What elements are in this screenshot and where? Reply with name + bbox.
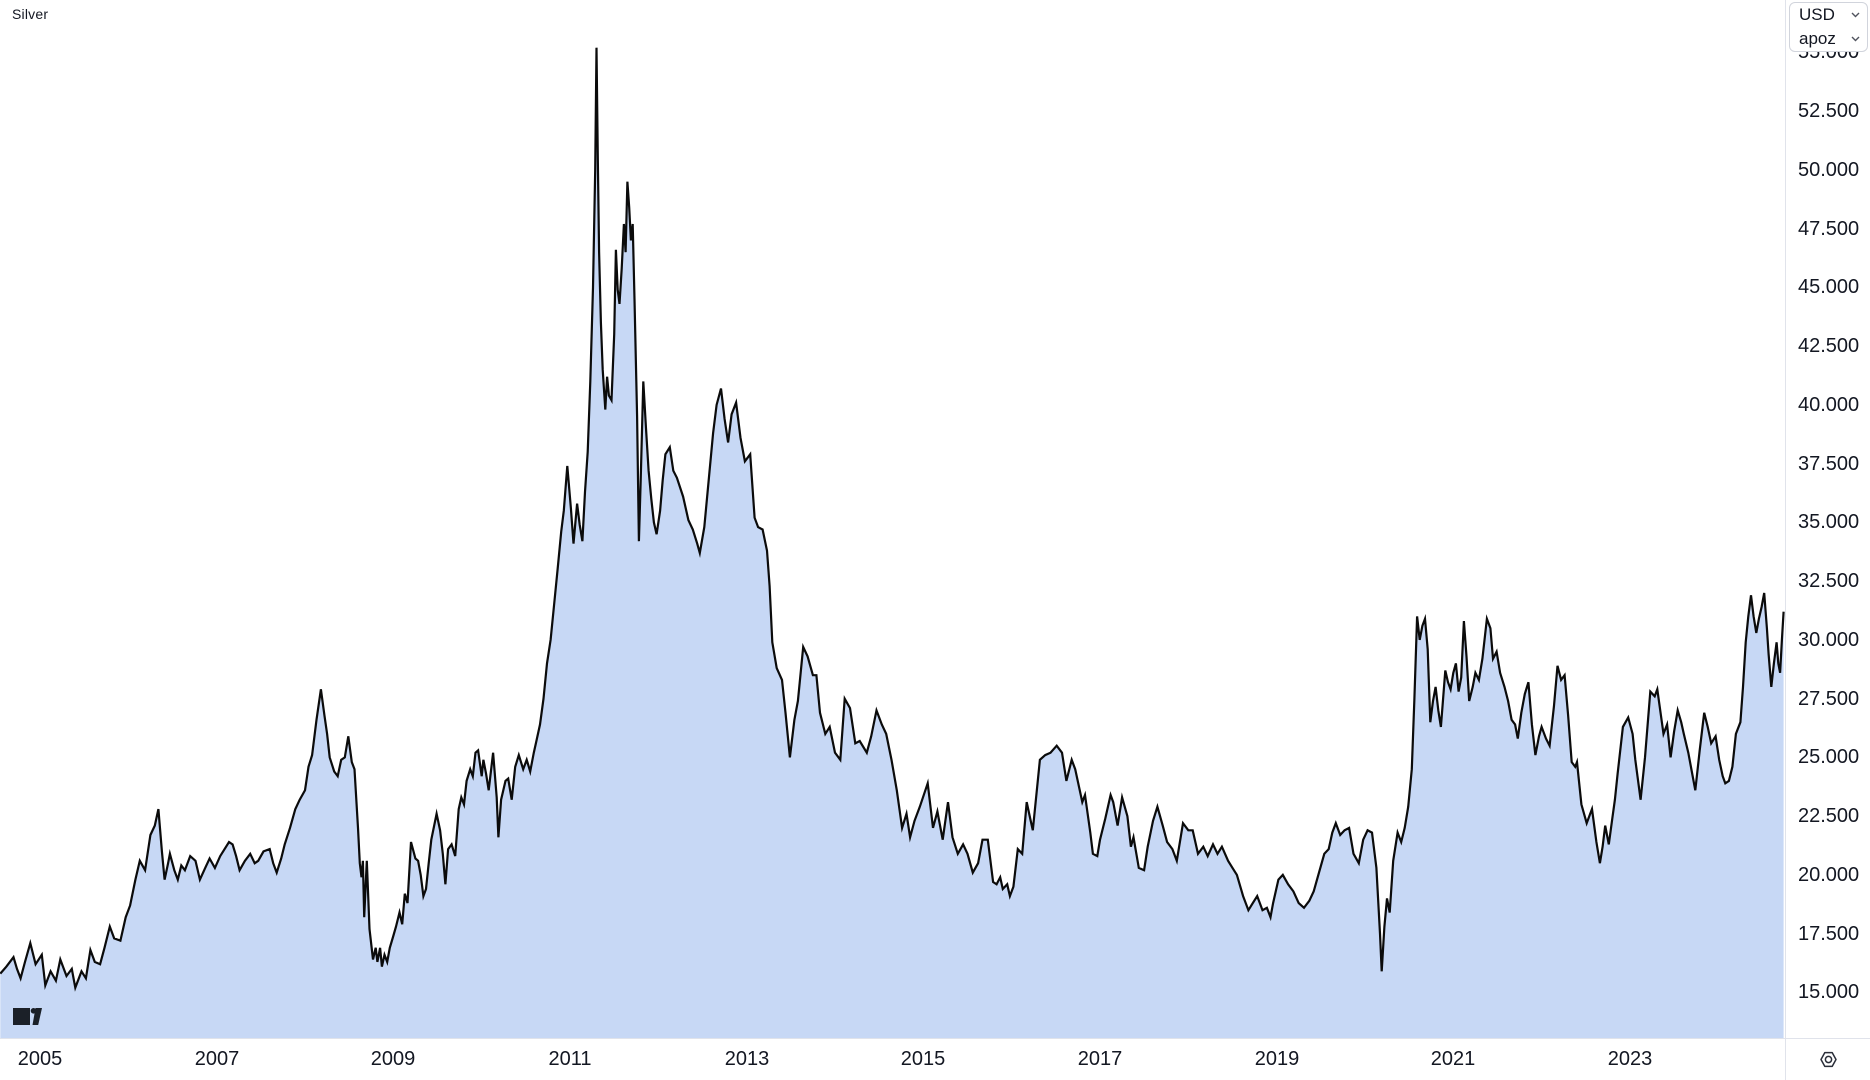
time-axis-label: 2011 (548, 1048, 592, 1070)
gear-icon (1819, 1050, 1838, 1069)
time-axis-label: 2023 (1607, 1048, 1653, 1070)
time-axis-label: 2013 (724, 1048, 770, 1070)
currency-dropdown[interactable]: USD (1790, 3, 1867, 27)
time-axis-label: 2015 (900, 1048, 946, 1070)
price-axis-label: 35.000 (1798, 511, 1860, 533)
price-axis-label: 52.500 (1798, 100, 1860, 122)
unit-value: apoz (1799, 29, 1836, 48)
price-axis-label: 37.500 (1798, 453, 1860, 475)
price-axis-label: 42.500 (1798, 335, 1860, 357)
price-axis-label: 25.000 (1798, 746, 1860, 768)
price-axis-label: 15.000 (1798, 981, 1860, 1003)
time-axis-label: 2019 (1254, 1048, 1300, 1070)
price-axis-label: 22.500 (1798, 805, 1860, 827)
time-axis-label: 2021 (1430, 1048, 1476, 1070)
price-axis-label: 30.000 (1798, 629, 1860, 651)
price-axis-label: 50.000 (1798, 159, 1860, 181)
time-axis[interactable]: 2005 2007 2009 2011 2013 2015 2017 2019 2021 2023 (0, 1038, 1786, 1080)
chevron-down-icon (1851, 12, 1860, 18)
time-axis-label: 2005 (17, 1048, 63, 1070)
price-axis[interactable]: 55.000 52.500 50.000 47.500 45.000 42.500 40.0… (1785, 0, 1870, 1038)
price-axis-label: 47.500 (1798, 218, 1860, 240)
price-axis-label: 40.000 (1798, 394, 1860, 416)
price-axis-label: 20.000 (1798, 864, 1860, 886)
currency-value: USD (1799, 5, 1835, 24)
price-axis-label: 32.500 (1798, 570, 1860, 592)
time-axis-label: 2017 (1077, 1048, 1123, 1070)
symbol-title: Silver (12, 6, 49, 22)
price-axis-label: 17.500 (1798, 923, 1860, 945)
unit-dropdown[interactable]: apoz (1790, 27, 1867, 51)
chevron-down-icon (1851, 36, 1860, 42)
price-chart-plot[interactable] (0, 0, 1785, 1038)
area-fill (0, 47, 1784, 1038)
scale-settings-button[interactable] (1785, 1038, 1870, 1080)
tradingview-logo[interactable] (12, 1007, 52, 1032)
time-axis-label: 2009 (370, 1048, 416, 1070)
price-line (0, 47, 1785, 992)
price-axis-label: 45.000 (1798, 276, 1860, 298)
price-axis-label: 27.500 (1798, 688, 1860, 710)
quote-settings-box: USD apoz (1789, 2, 1868, 52)
time-axis-label: 2007 (194, 1048, 240, 1070)
